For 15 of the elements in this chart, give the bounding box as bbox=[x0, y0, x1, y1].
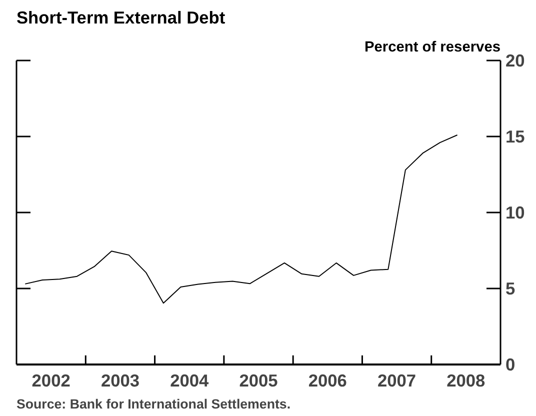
x-tick-label: 2003 bbox=[100, 370, 140, 390]
chart-title: Short-Term External Debt bbox=[16, 8, 226, 28]
y-tick-label: 20 bbox=[506, 50, 525, 70]
y-axis-title: Percent of reserves bbox=[364, 40, 501, 56]
y-tick-label: 10 bbox=[506, 202, 525, 222]
y-tick-label: 0 bbox=[506, 354, 516, 374]
x-tick-label: 2004 bbox=[170, 370, 209, 390]
source-note: Source: Bank for International Settlements. bbox=[16, 396, 291, 412]
x-tick-label: 2005 bbox=[239, 370, 278, 390]
y-tick-label: 15 bbox=[506, 126, 526, 146]
x-tick-label: 2008 bbox=[446, 370, 486, 390]
x-tick-label: 2007 bbox=[378, 370, 416, 390]
x-tick-label: 2006 bbox=[308, 370, 348, 390]
y-tick-label: 5 bbox=[506, 278, 516, 298]
x-tick-label: 2002 bbox=[32, 370, 70, 390]
